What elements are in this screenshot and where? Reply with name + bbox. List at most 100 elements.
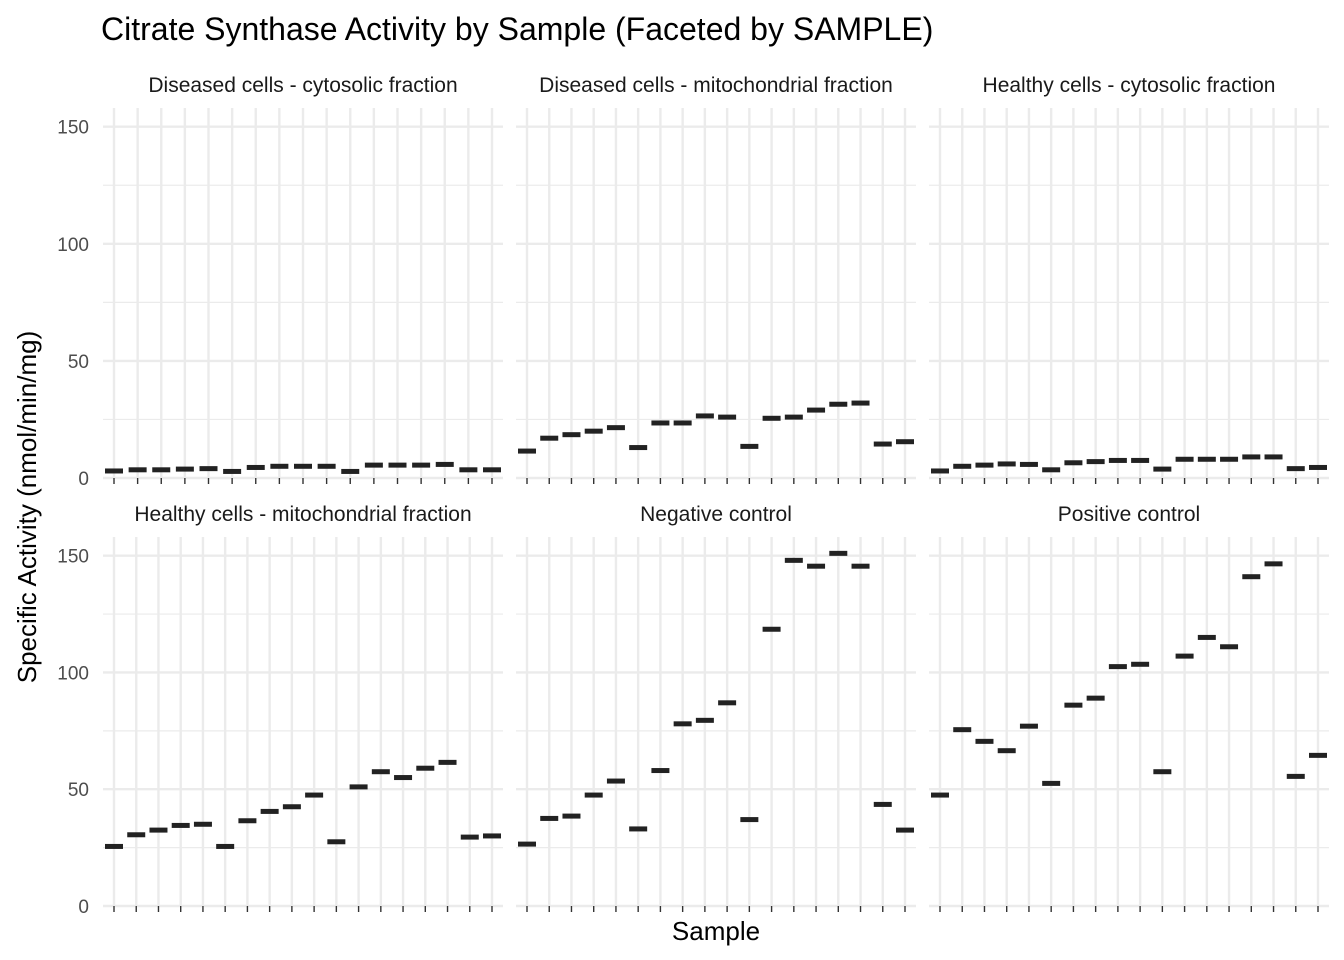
facet-panel: Healthy cells - mitochondrial fraction 0 5… — [57, 503, 503, 918]
data-mark — [518, 841, 536, 847]
data-mark — [740, 817, 759, 823]
data-mark — [718, 700, 737, 706]
facet-panel: Diseased cells - mitochondrial fraction — [516, 74, 916, 484]
data-mark — [1131, 457, 1150, 463]
data-mark — [193, 821, 212, 827]
data-mark — [388, 462, 407, 468]
data-mark — [459, 467, 478, 473]
data-mark — [695, 413, 714, 419]
data-mark — [371, 769, 390, 775]
data-mark — [1175, 653, 1194, 659]
data-mark — [1108, 664, 1127, 670]
data-mark — [873, 441, 892, 447]
data-mark — [673, 420, 692, 426]
data-mark — [1264, 454, 1283, 460]
data-mark — [341, 468, 360, 474]
y-tick-label: 0 — [78, 469, 89, 490]
data-mark — [223, 468, 242, 474]
data-mark — [606, 425, 625, 431]
data-mark — [1220, 644, 1239, 650]
data-mark — [931, 468, 949, 474]
data-mark — [282, 804, 301, 810]
data-mark — [651, 768, 670, 774]
data-mark — [975, 462, 994, 468]
facet-panel: Healthy cells - cytosolic fraction — [929, 74, 1329, 484]
data-mark — [1064, 460, 1083, 466]
data-mark — [1309, 464, 1327, 470]
data-mark — [1153, 466, 1172, 472]
data-mark — [216, 843, 235, 849]
data-mark — [851, 400, 870, 406]
data-mark — [1153, 769, 1172, 775]
data-mark — [394, 775, 413, 781]
facet-strip-label: Healthy cells - cytosolic fraction — [983, 74, 1276, 97]
data-mark — [460, 834, 479, 840]
data-mark — [483, 833, 501, 839]
y-axis-title: Specific Activity (nmol/min/mg) — [12, 331, 42, 684]
data-mark — [562, 813, 581, 819]
data-mark — [416, 765, 435, 771]
data-mark — [829, 401, 848, 407]
data-mark — [1242, 454, 1261, 460]
data-mark — [294, 463, 312, 469]
data-mark — [412, 462, 431, 468]
y-tick-label: 50 — [68, 352, 89, 373]
data-mark — [438, 759, 457, 765]
data-mark — [1064, 702, 1083, 708]
y-tick-label: 100 — [57, 663, 89, 684]
data-mark — [851, 563, 870, 569]
data-mark — [1108, 457, 1127, 463]
data-mark — [1175, 456, 1194, 462]
data-mark — [1086, 459, 1105, 465]
data-mark — [829, 550, 848, 556]
data-mark — [695, 717, 714, 723]
data-mark — [1019, 723, 1038, 729]
data-mark — [1131, 661, 1150, 667]
data-mark — [807, 407, 826, 413]
facet-panel: Diseased cells - cytosolic fraction 0 50 10… — [57, 74, 503, 490]
data-mark — [740, 443, 759, 449]
data-mark — [1264, 561, 1283, 567]
data-mark — [327, 839, 346, 845]
data-mark — [349, 784, 368, 790]
data-mark — [246, 464, 265, 470]
y-tick-label: 50 — [68, 780, 89, 801]
data-mark — [1042, 780, 1061, 786]
data-mark — [673, 721, 692, 727]
data-mark — [953, 727, 972, 733]
data-mark — [953, 463, 972, 469]
y-tick-label: 150 — [57, 547, 89, 568]
data-mark — [518, 448, 536, 454]
data-mark — [540, 815, 559, 821]
data-mark — [152, 467, 171, 473]
data-mark — [270, 463, 289, 469]
data-mark — [364, 462, 383, 468]
data-mark — [175, 466, 194, 472]
data-mark — [562, 432, 581, 438]
data-mark — [1197, 634, 1216, 640]
data-mark — [651, 420, 670, 426]
data-mark — [127, 832, 146, 838]
data-mark — [873, 801, 892, 807]
data-mark — [540, 435, 559, 441]
data-mark — [1086, 695, 1105, 701]
facet-strip-label: Negative control — [640, 503, 792, 526]
data-mark — [317, 463, 336, 469]
y-tick-label: 150 — [57, 118, 89, 139]
data-mark — [105, 843, 123, 849]
facet-panel: Positive control — [929, 503, 1329, 912]
data-mark — [1242, 574, 1261, 580]
y-tick-label: 0 — [78, 897, 89, 918]
data-mark — [584, 428, 603, 434]
data-mark — [896, 827, 914, 833]
data-mark — [199, 466, 218, 472]
data-mark — [1019, 461, 1038, 467]
data-mark — [997, 461, 1016, 467]
facet-strip-label: Diseased cells - mitochondrial fraction — [539, 74, 893, 97]
data-mark — [260, 808, 279, 814]
y-tick-label: 100 — [57, 235, 89, 256]
data-mark — [305, 792, 324, 798]
data-mark — [238, 818, 257, 824]
data-mark — [931, 792, 949, 798]
